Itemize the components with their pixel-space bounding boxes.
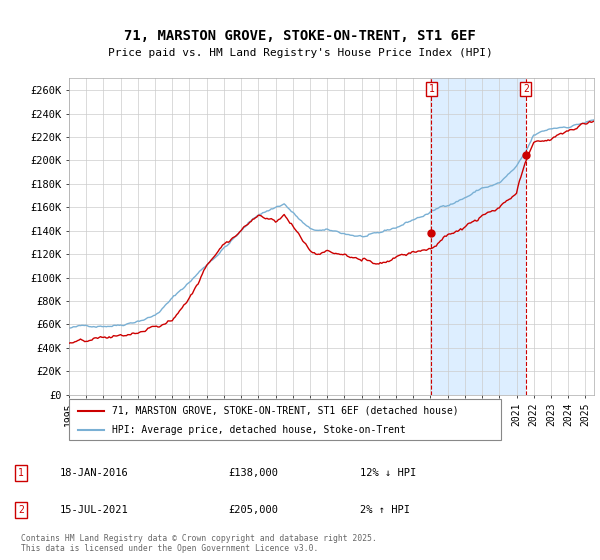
Text: HPI: Average price, detached house, Stoke-on-Trent: HPI: Average price, detached house, Stok… [112,424,406,435]
FancyBboxPatch shape [69,399,501,440]
Text: 2: 2 [18,505,24,515]
Text: 71, MARSTON GROVE, STOKE-ON-TRENT, ST1 6EF: 71, MARSTON GROVE, STOKE-ON-TRENT, ST1 6… [124,29,476,44]
Text: Price paid vs. HM Land Registry's House Price Index (HPI): Price paid vs. HM Land Registry's House … [107,48,493,58]
Text: 2% ↑ HPI: 2% ↑ HPI [360,505,410,515]
Text: 71, MARSTON GROVE, STOKE-ON-TRENT, ST1 6EF (detached house): 71, MARSTON GROVE, STOKE-ON-TRENT, ST1 6… [112,405,459,416]
Text: 1: 1 [428,84,434,94]
Text: 18-JAN-2016: 18-JAN-2016 [60,468,129,478]
Text: 2: 2 [523,84,529,94]
Text: £138,000: £138,000 [228,468,278,478]
Bar [431,78,526,395]
Text: 1: 1 [18,468,24,478]
Text: Contains HM Land Registry data © Crown copyright and database right 2025.
This d: Contains HM Land Registry data © Crown c… [21,534,377,553]
Text: £205,000: £205,000 [228,505,278,515]
Text: 12% ↓ HPI: 12% ↓ HPI [360,468,416,478]
Text: 15-JUL-2021: 15-JUL-2021 [60,505,129,515]
